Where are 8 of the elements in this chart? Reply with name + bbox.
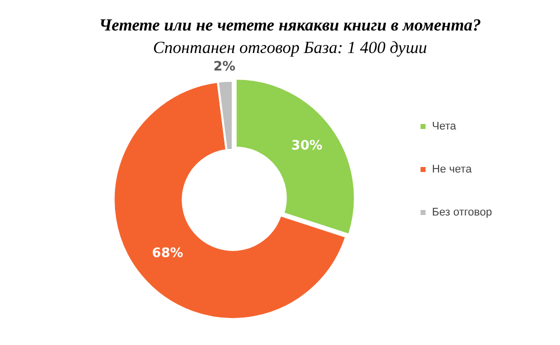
chart-title: Четете или не четете някакви книги в момента? — [98, 16, 482, 35]
legend-label: Чета — [432, 120, 458, 133]
data-label: 68% — [152, 246, 184, 262]
data-label: 2% — [213, 59, 236, 74]
legend-label: Не чета — [432, 164, 473, 176]
chart-subtitle: Спонтанен отговор База: 1 400 души — [152, 38, 428, 58]
legend-label: Без отговор — [432, 206, 492, 219]
data-label: 30% — [291, 138, 322, 154]
